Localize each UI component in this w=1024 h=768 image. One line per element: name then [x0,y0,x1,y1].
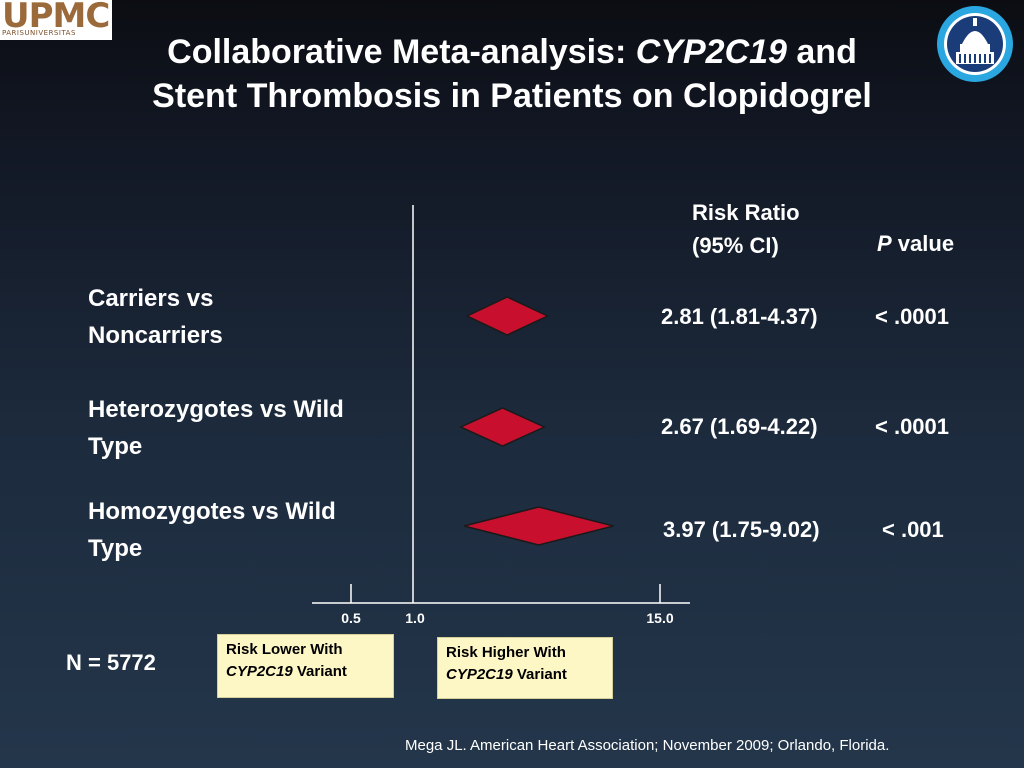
x-tick-label-0-5: 0.5 [341,610,361,626]
title-line-2: Stent Thrombosis in Patients on Clopidog… [152,77,872,115]
upmc-logo: UPMC PARISUNIVERSITAS [0,0,112,40]
x-tick-label-15-0: 15.0 [646,610,673,626]
diamond-homozygotes [463,506,614,546]
row-label-carriers: Carriers vs Noncarriers [88,285,223,349]
citation: Mega JL. American Heart Association; Nov… [405,737,890,754]
rr-value-heterozygotes: 2.67 (1.69-4.22) [661,414,818,439]
p-value-homozygotes: < .001 [882,517,944,542]
p-value-heterozygotes: < .0001 [875,414,950,439]
row-label-heterozygotes: Heterozygotes vs Wild Type [88,396,344,460]
diamond-carriers [465,296,550,336]
upmc-logo-text: UPMC [2,0,110,36]
rr-value-homozygotes: 3.97 (1.75-9.02) [663,517,820,542]
risk-higher-box: Risk Higher With CYP2C19 Variant [437,637,613,699]
capitol-dome-seal-icon [937,6,1013,82]
p-value-carriers: < .0001 [875,304,950,329]
x-tick-label-1-0: 1.0 [405,610,425,626]
sample-size: N = 5772 [66,650,156,675]
upmc-logo-subtext: PARISUNIVERSITAS [2,29,76,37]
risk-lower-box: Risk Lower With CYP2C19 Variant [217,634,394,698]
risk-ratio-header: Risk Ratio (95% CI) [692,200,800,258]
slide-title: Collaborative Meta-analysis: CYP2C19 and… [90,30,934,118]
rr-value-carriers: 2.81 (1.81-4.37) [661,304,818,329]
row-label-homozygotes: Homozygotes vs Wild Type [88,498,336,562]
diamond-heterozygotes [459,407,547,447]
title-line-1: Collaborative Meta-analysis: CYP2C19 and [167,33,857,71]
p-value-header: P value [877,231,955,256]
